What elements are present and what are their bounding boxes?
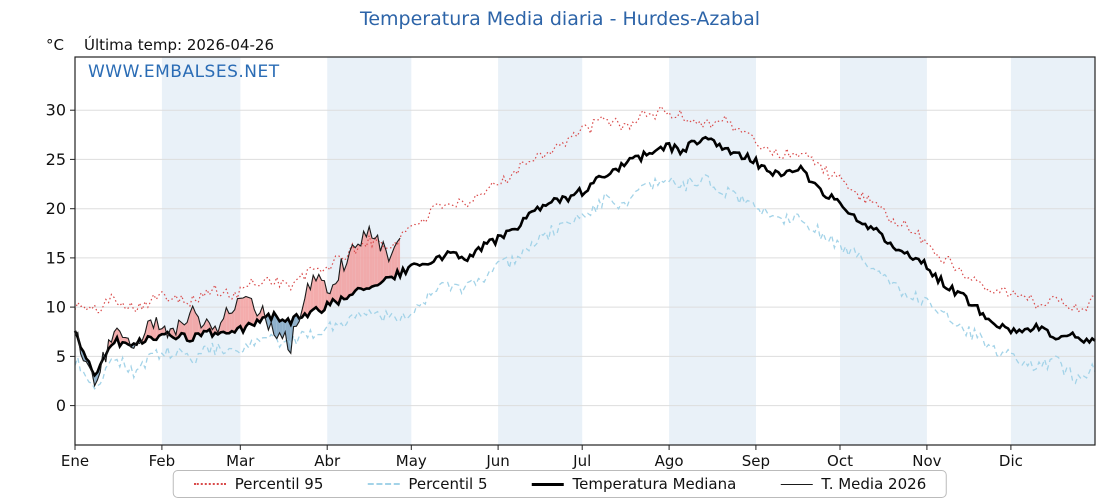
y-tick-label: 15 [46,248,66,267]
y-tick-label: 0 [56,396,66,415]
legend-item-percentil5: Percentil 5 [367,475,487,493]
y-tick-label: 5 [56,347,66,366]
percentil95-line-swatch [193,483,226,485]
series-temperatura-mediana [73,135,1096,378]
plot-svg: Ene Feb Mar Abr May Jun Jul Ago Sep Oct Nov Dic 0 5 10… [46,56,1096,470]
x-tick-label: Ago [655,452,684,470]
x-tick-label: Mar [226,452,255,470]
x-tick-label: Nov [912,452,941,470]
y-tick-label: 30 [46,101,66,120]
y-tick-label: 10 [46,298,66,317]
legend: Percentil 95 Percentil 5 Temperatura Med… [172,470,948,498]
x-tick-label: Feb [149,452,176,470]
percentil5-line-swatch [367,483,400,485]
legend-item-percentil95: Percentil 95 [193,475,324,493]
legend-label-mediana: Temperatura Mediana [572,475,737,493]
series-t-media-2026 [74,224,401,388]
month-bands [161,57,1095,445]
x-tick-label: Jun [485,452,509,470]
x-tick-label: Ene [61,452,89,470]
x-tick-label: May [396,452,427,470]
chart-title: Temperatura Media diaria - Hurdes-Azabal [359,8,760,30]
x-tick-label: Dic [999,452,1023,470]
unit-label: °C [46,36,64,54]
legend-item-t-media-2026: T. Media 2026 [780,475,926,493]
watermark: WWW.EMBALSES.NET [88,62,280,82]
top-line: °C Última temp: 2026-04-26 [46,36,274,54]
y-tick-label: 25 [46,150,66,169]
plot-border [74,56,1096,446]
mediana-line-swatch [531,482,564,486]
x-tick-label: Sep [742,452,770,470]
x-tick-label: Abr [314,452,341,470]
legend-item-mediana: Temperatura Mediana [531,475,736,493]
y-tick-label: 20 [46,199,66,218]
gridlines [75,109,1095,407]
x-tick-label: Oct [827,452,853,470]
legend-label-percentil95: Percentil 95 [234,475,324,493]
axis-ticks: Ene Feb Mar Abr May Jun Jul Ago Sep Oct Nov Dic 0 5 10… [46,101,1023,470]
series-percentil95 [74,105,1096,314]
legend-label-t-media-2026: T. Media 2026 [821,475,927,493]
legend-label-percentil5: Percentil 5 [408,475,488,493]
t-media-2026-line-swatch [780,483,813,485]
x-tick-label: Jul [572,452,591,470]
last-temp-label: Última temp: 2026-04-26 [83,36,274,54]
series-percentil5 [74,174,1096,390]
